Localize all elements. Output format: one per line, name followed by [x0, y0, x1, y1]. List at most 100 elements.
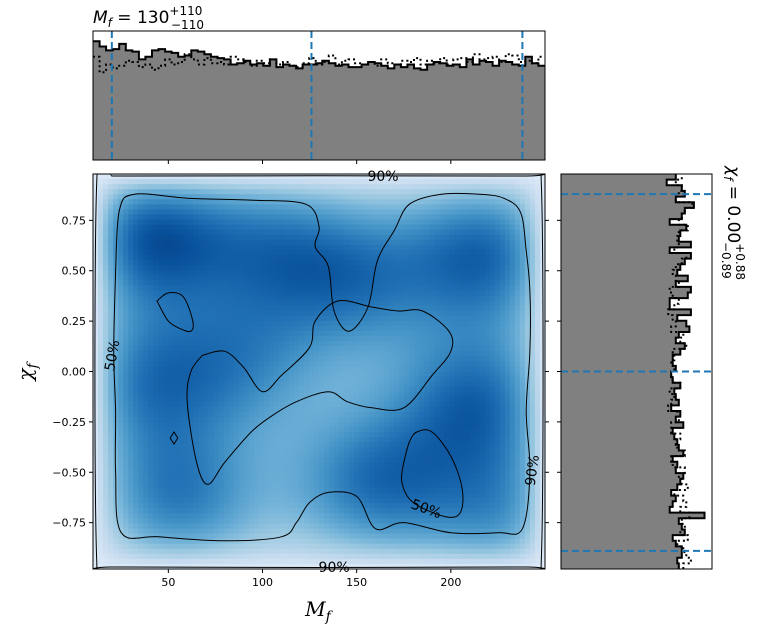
heatmap-cell: [394, 346, 400, 352]
heatmap-cell: [208, 386, 215, 393]
heatmap-cell: [374, 386, 380, 393]
heatmap-cell: [404, 305, 410, 312]
heatmap-cell: [329, 437, 335, 443]
heatmap-cell: [238, 204, 245, 211]
heatmap-cell: [504, 427, 511, 433]
heatmap-cell: [128, 356, 134, 362]
heatmap-cell: [429, 194, 436, 200]
heatmap-cell: [424, 270, 431, 276]
heatmap-cell: [228, 386, 235, 393]
heatmap-cell: [233, 290, 240, 297]
heatmap-cell: [283, 295, 290, 302]
heatmap-cell: [379, 376, 385, 383]
heatmap-cell: [268, 239, 275, 246]
heatmap-cell: [494, 376, 501, 383]
heatmap-cell: [519, 391, 526, 398]
heatmap-cell: [519, 320, 526, 327]
heatmap-cell: [319, 270, 325, 276]
heatmap-cell: [479, 371, 486, 378]
heatmap-cell: [173, 447, 179, 454]
heatmap-cell: [329, 184, 335, 190]
heatmap-cell: [163, 249, 169, 256]
heatmap-cell: [153, 234, 159, 241]
heatmap-cell: [509, 351, 516, 357]
heatmap-cell: [484, 391, 491, 398]
heatmap-cell: [419, 199, 426, 205]
heatmap-cell: [434, 381, 441, 388]
heatmap-cell: [384, 381, 390, 388]
heatmap-cell: [148, 376, 154, 383]
heatmap-cell: [118, 204, 124, 211]
heatmap-cell: [504, 442, 511, 449]
heatmap-cell: [243, 371, 250, 378]
heatmap-cell: [394, 417, 400, 423]
heatmap-cell: [263, 174, 270, 180]
heatmap-cell: [158, 194, 164, 200]
heatmap-cell: [434, 174, 441, 180]
heatmap-cell: [399, 447, 405, 454]
heatmap-cell: [319, 209, 325, 216]
heatmap-cell: [293, 396, 300, 403]
heatmap-cell: [308, 244, 315, 251]
heatmap-cell: [173, 270, 179, 276]
heatmap-cell: [103, 396, 109, 403]
heatmap-cell: [238, 336, 245, 342]
heatmap-cell: [534, 229, 541, 236]
heatmap-cell: [243, 442, 250, 449]
heatmap-cell: [158, 336, 164, 342]
heatmap-cell: [374, 249, 380, 256]
heatmap-cell: [113, 325, 119, 332]
heatmap-cell: [354, 330, 360, 337]
heatmap-cell: [163, 310, 169, 317]
heatmap-cell: [288, 351, 295, 357]
heatmap-cell: [143, 285, 149, 292]
heatmap-cell: [123, 184, 129, 190]
heatmap-cell: [283, 194, 290, 200]
heatmap-cell: [193, 417, 200, 423]
heatmap-cell: [123, 174, 129, 180]
heatmap-cell: [319, 305, 325, 312]
heatmap-cell: [133, 224, 139, 231]
heatmap-cell: [313, 275, 320, 281]
heatmap-cell: [268, 356, 275, 362]
heatmap-cell: [429, 224, 436, 231]
heatmap-cell: [474, 406, 481, 413]
heatmap-cell: [233, 260, 240, 266]
heatmap-cell: [324, 427, 330, 433]
heatmap-cell: [424, 174, 431, 180]
heatmap-cell: [288, 381, 295, 388]
heatmap-cell: [298, 422, 305, 428]
heatmap-cell: [148, 189, 154, 195]
heatmap-cell: [168, 249, 174, 256]
heatmap-cell: [143, 442, 149, 449]
heatmap-cell: [208, 290, 215, 297]
heatmap-cell: [419, 356, 426, 362]
heatmap-cell: [258, 351, 265, 357]
heatmap-cell: [313, 290, 320, 297]
heatmap-cell: [253, 361, 260, 368]
heatmap-cell: [163, 194, 169, 200]
heatmap-cell: [208, 184, 215, 190]
heatmap-cell: [278, 310, 285, 317]
heatmap-cell: [494, 260, 501, 266]
heatmap-cell: [238, 330, 245, 337]
heatmap-cell: [308, 422, 315, 428]
heatmap-cell: [539, 381, 545, 388]
heatmap-cell: [509, 320, 516, 327]
heatmap-cell: [108, 234, 114, 241]
heatmap-cell: [303, 325, 310, 332]
heatmap-cell: [389, 255, 395, 261]
heatmap-cell: [414, 401, 421, 408]
heatmap-cell: [519, 214, 526, 221]
heatmap-cell: [93, 417, 99, 423]
heatmap-cell: [158, 437, 164, 443]
heatmap-cell: [223, 209, 230, 216]
heatmap-cell: [499, 391, 506, 398]
heatmap-cell: [243, 341, 250, 347]
heatmap-cell: [303, 234, 310, 241]
heatmap-cell: [263, 209, 270, 216]
heatmap-cell: [344, 371, 350, 378]
heatmap-cell: [258, 396, 265, 403]
heatmap-cell: [203, 305, 210, 312]
heatmap-cell: [344, 275, 350, 281]
